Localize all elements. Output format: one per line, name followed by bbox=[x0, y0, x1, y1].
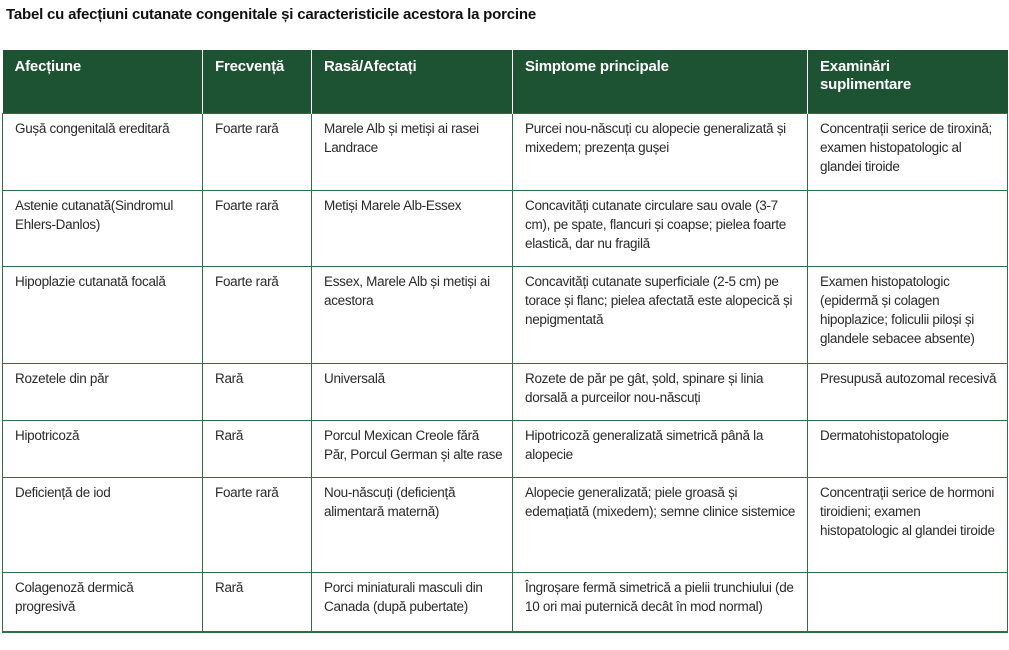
cell-simptome: Alopecie generalizată; piele groasă și e… bbox=[512, 476, 808, 573]
table-row: Hipotricoză Rară Porcul Mexican Creole f… bbox=[2, 419, 1008, 478]
table-row: Astenie cutanată(Sindromul Ehlers-Danlos… bbox=[2, 189, 1008, 267]
cell-afectiune: Hipotricoză bbox=[2, 419, 203, 478]
cell-afectiune: Astenie cutanată(Sindromul Ehlers-Danlos… bbox=[2, 189, 203, 267]
cell-afectiune: Gușă congenitală ereditară bbox=[2, 112, 203, 191]
cell-rasa: Porcul Mexican Creole fără Păr, Porcul G… bbox=[311, 419, 513, 478]
header-afectiune: Afecțiune bbox=[14, 58, 82, 75]
cell-examinari: Concentrații serice de tiroxină; examen … bbox=[807, 112, 1008, 191]
cell-simptome: Concavități cutanate circulare sau ovale… bbox=[512, 189, 808, 267]
header-examinari: Examinări suplimentare bbox=[807, 50, 1008, 113]
cell-frecventa: Foarte rară bbox=[202, 265, 312, 364]
cell-afectiune: Deficiență de iod bbox=[2, 476, 203, 573]
cell-rasa: Marele Alb și metiși ai rasei Landrace bbox=[311, 112, 513, 191]
cell-simptome: Rozete de păr pe gât, șold, spinare și l… bbox=[512, 362, 808, 421]
cell-simptome: Îngroșare fermă simetrică a pielii trunc… bbox=[512, 571, 808, 633]
table-row: Rozetele din păr Rară Universală Rozete … bbox=[2, 362, 1008, 421]
header-rasa-afectati: Rasă/Afectați bbox=[311, 50, 513, 113]
cell-frecventa: Foarte rară bbox=[202, 189, 312, 267]
cell-rasa: Essex, Marele Alb și metiși ai acestora bbox=[311, 265, 513, 364]
cell-rasa: Universală bbox=[311, 362, 513, 421]
cell-afectiune: Rozetele din păr bbox=[2, 362, 203, 421]
table-header-row: Afecțiune Frecvență Rasă/Afectați Simpto… bbox=[2, 50, 1008, 113]
table-row: Gușă congenitală ereditară Foarte rară M… bbox=[2, 112, 1008, 191]
cell-frecventa: Foarte rară bbox=[202, 476, 312, 573]
cell-frecventa: Foarte rară bbox=[202, 112, 312, 191]
header-simptome: Simptome principale bbox=[512, 50, 808, 113]
table-row: Deficiență de iod Foarte rară Nou-născuț… bbox=[2, 476, 1008, 573]
cell-simptome: Concavități cutanate superficiale (2-5 c… bbox=[512, 265, 808, 364]
cell-frecventa: Rară bbox=[202, 419, 312, 478]
cell-simptome: Hipotricoză generalizată simetrică până … bbox=[512, 419, 808, 478]
cell-rasa: Porci miniaturali masculi din Canada (du… bbox=[311, 571, 513, 633]
cell-frecventa: Rară bbox=[202, 571, 312, 633]
cell-afectiune: Hipoplazie cutanată focală bbox=[2, 265, 203, 364]
table-row: Hipoplazie cutanată focală Foarte rară E… bbox=[2, 265, 1008, 364]
cell-rasa: Nou-născuți (deficiență alimentară mater… bbox=[311, 476, 513, 573]
header-frecventa: Frecvență bbox=[202, 50, 312, 113]
cell-rasa: Metiși Marele Alb-Essex bbox=[311, 189, 513, 267]
cell-afectiune: Colagenoză dermică progresivă bbox=[2, 571, 203, 633]
cell-examinari: Concentrații serice de hormoni tiroidien… bbox=[807, 476, 1008, 573]
cell-examinari bbox=[807, 571, 1008, 633]
cell-frecventa: Rară bbox=[202, 362, 312, 421]
cell-examinari: Examen histopatologic (epidermă și colag… bbox=[807, 265, 1008, 364]
cell-examinari: Dermatohistopatologie bbox=[807, 419, 1008, 478]
cell-examinari bbox=[807, 189, 1008, 267]
skin-conditions-table: Afecțiune Frecvență Rasă/Afectați Simpto… bbox=[2, 50, 1008, 633]
cell-simptome: Purcei nou-născuți cu alopecie generaliz… bbox=[512, 112, 808, 191]
table-title: Tabel cu afecțiuni cutanate congenitale … bbox=[6, 6, 536, 23]
cell-examinari: Presupusă autozomal recesivă bbox=[807, 362, 1008, 421]
table-row: Colagenoză dermică progresivă Rară Porci… bbox=[2, 571, 1008, 633]
